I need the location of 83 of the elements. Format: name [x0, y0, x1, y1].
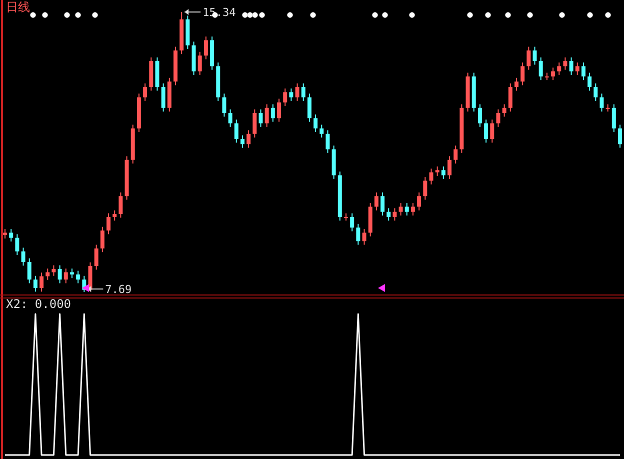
candlestick [258, 108, 263, 128]
candlestick [600, 93, 604, 112]
candlestick [508, 82, 512, 112]
candlestick [594, 82, 598, 102]
candlestick [454, 145, 458, 164]
candlestick [362, 228, 366, 246]
candlestick [606, 104, 610, 112]
candlestick [307, 93, 312, 122]
candlestick [326, 130, 330, 154]
candlestick [52, 264, 56, 276]
candlestick [15, 234, 20, 256]
candlestick [490, 119, 494, 144]
candlestick [410, 202, 415, 216]
candlestick [618, 124, 622, 148]
candlestick [314, 114, 318, 133]
candlestick [374, 192, 378, 211]
candlestick [270, 104, 275, 122]
candlestick [484, 119, 488, 144]
candlestick [301, 82, 306, 102]
candlestick [64, 268, 68, 284]
candlestick [277, 98, 282, 122]
candlestick [252, 108, 257, 138]
candlestick [557, 62, 562, 76]
candlestick [295, 82, 300, 102]
candlestick [532, 46, 537, 66]
candlestick [569, 56, 574, 76]
candlestick [118, 192, 123, 218]
candlestick [246, 130, 251, 148]
candlestick [100, 226, 104, 253]
candlestick [320, 124, 324, 138]
candlestick [441, 166, 446, 180]
candlestick [9, 228, 14, 242]
candlestick [94, 244, 98, 270]
candlestick [46, 268, 50, 280]
candlestick [283, 88, 288, 107]
candlestick [70, 268, 74, 279]
candlestick [404, 202, 409, 216]
candlestick [520, 62, 525, 86]
candlestick [526, 46, 531, 70]
candlestick [392, 208, 397, 222]
candlestick [575, 62, 580, 76]
candlestick [380, 192, 385, 216]
candlestick [234, 119, 238, 144]
candlestick [514, 77, 518, 92]
candlestick [496, 108, 500, 128]
chart-title: X2: 0.000 [6, 297, 72, 311]
candlestick [21, 247, 26, 266]
candlestick [423, 176, 428, 200]
candlestick [33, 275, 38, 292]
candlestick [76, 270, 80, 284]
candlestick [429, 168, 434, 185]
candlestick [581, 62, 586, 81]
candlestick [3, 228, 7, 240]
candlestick [222, 93, 226, 118]
candlestick [435, 166, 440, 176]
candlestick [240, 134, 244, 148]
candlestick [198, 51, 202, 76]
candlestick [289, 88, 294, 102]
candlestick [538, 56, 543, 81]
candlestick [551, 67, 556, 81]
annotation: 7.69 [105, 283, 132, 296]
candlestick [588, 72, 592, 92]
candlestick [204, 36, 208, 60]
candlestick [448, 156, 452, 180]
candlestick [398, 202, 403, 216]
candlestick [386, 208, 391, 222]
candlestick [264, 104, 269, 128]
candlestick [106, 212, 111, 235]
candlestick [356, 223, 360, 246]
candlestick [112, 210, 117, 222]
candlestick [143, 82, 148, 102]
candlestick [27, 258, 32, 284]
candlestick [502, 104, 506, 118]
candlestick [612, 104, 616, 133]
chart-title: 日线 [6, 0, 30, 14]
candlestick [563, 56, 568, 70]
candlestick [228, 108, 232, 128]
candlestick [40, 272, 44, 292]
candlestick [58, 264, 62, 284]
candlestick [417, 192, 422, 211]
candlestick [350, 212, 354, 232]
candlestick [161, 82, 166, 112]
candlestick [478, 104, 482, 128]
